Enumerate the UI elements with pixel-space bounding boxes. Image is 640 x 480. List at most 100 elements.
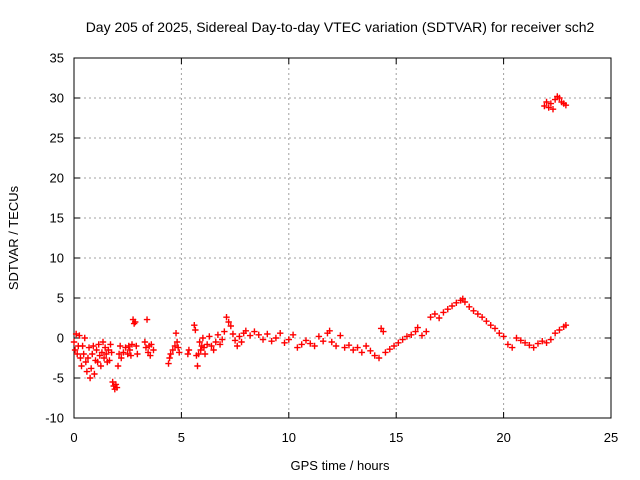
data-point bbox=[513, 334, 520, 342]
data-point bbox=[114, 362, 122, 370]
data-point bbox=[142, 344, 150, 351]
data-point bbox=[547, 336, 555, 343]
data-point bbox=[350, 346, 357, 354]
data-point bbox=[382, 349, 389, 356]
data-point bbox=[251, 328, 258, 335]
data-point bbox=[199, 334, 207, 342]
data-point bbox=[478, 314, 486, 321]
data-point bbox=[82, 358, 90, 366]
data-point bbox=[414, 324, 421, 331]
data-point bbox=[108, 349, 115, 356]
data-point bbox=[172, 330, 180, 337]
data-point bbox=[326, 327, 333, 334]
data-point bbox=[328, 338, 335, 346]
data-point bbox=[466, 303, 473, 310]
data-point bbox=[272, 334, 280, 342]
data-point bbox=[289, 331, 297, 338]
data-point bbox=[541, 102, 548, 110]
data-point bbox=[268, 338, 275, 345]
data-point bbox=[517, 337, 524, 344]
data-point bbox=[332, 342, 340, 350]
x-tick-label: 10 bbox=[282, 430, 296, 445]
data-point bbox=[200, 344, 208, 351]
data-point bbox=[208, 342, 215, 350]
data-point bbox=[113, 384, 121, 391]
data-point bbox=[403, 333, 411, 340]
data-point bbox=[225, 318, 232, 326]
data-point bbox=[128, 341, 136, 348]
data-point bbox=[319, 338, 327, 345]
data-point bbox=[418, 332, 426, 339]
data-point bbox=[246, 332, 254, 339]
data-point bbox=[126, 346, 134, 354]
data-point bbox=[367, 347, 374, 354]
data-point bbox=[545, 104, 552, 111]
data-point bbox=[461, 298, 469, 306]
data-point bbox=[133, 342, 140, 350]
data-point bbox=[408, 331, 415, 338]
data-point bbox=[109, 378, 116, 386]
data-point bbox=[337, 332, 344, 339]
data-point bbox=[219, 336, 226, 343]
data-point bbox=[214, 331, 222, 338]
data-point bbox=[223, 314, 230, 321]
data-point bbox=[543, 339, 550, 346]
data-point bbox=[500, 333, 507, 340]
data-point bbox=[72, 330, 80, 338]
data-point bbox=[526, 342, 533, 349]
data-point bbox=[453, 299, 460, 306]
data-point bbox=[231, 337, 239, 344]
plot-frame bbox=[73, 57, 612, 419]
data-point bbox=[229, 330, 237, 338]
y-tick-label: 15 bbox=[50, 211, 64, 226]
data-point bbox=[76, 332, 83, 339]
data-point bbox=[206, 333, 213, 340]
data-point bbox=[127, 352, 135, 359]
data-point bbox=[99, 338, 107, 346]
data-point bbox=[362, 342, 370, 350]
x-tick-label: 15 bbox=[389, 430, 403, 445]
data-point bbox=[124, 350, 131, 358]
data-point bbox=[125, 342, 132, 350]
data-point bbox=[496, 330, 503, 337]
data-point bbox=[141, 338, 149, 346]
data-point bbox=[307, 340, 314, 347]
data-point bbox=[551, 330, 559, 337]
data-point bbox=[521, 339, 529, 346]
data-point bbox=[298, 341, 305, 348]
data-point bbox=[491, 325, 499, 332]
axis-ticks: 0 5 10 15 20 25 -10 -5 0 5 10 15 20 25 30 35 bbox=[45, 51, 618, 446]
y-axis-label: SDTVAR / TECUs bbox=[6, 185, 21, 290]
data-point bbox=[77, 354, 84, 362]
data-point bbox=[375, 354, 383, 362]
data-point bbox=[259, 336, 267, 343]
data-point bbox=[534, 340, 542, 347]
data-point bbox=[91, 370, 98, 378]
data-point bbox=[74, 350, 81, 358]
data-point bbox=[166, 354, 173, 362]
data-point bbox=[195, 350, 202, 358]
data-point bbox=[103, 350, 110, 358]
data-point bbox=[556, 326, 563, 334]
data-point bbox=[483, 318, 490, 325]
data-point bbox=[556, 94, 563, 102]
data-point bbox=[210, 346, 217, 354]
y-tick-label: -10 bbox=[45, 411, 64, 426]
chart-title: Day 205 of 2025, Sidereal Day-to-day VTE… bbox=[86, 19, 595, 35]
data-point bbox=[311, 342, 318, 350]
data-point bbox=[354, 344, 361, 351]
data-point bbox=[431, 310, 439, 318]
data-point bbox=[345, 342, 353, 349]
y-tick-label: 20 bbox=[50, 171, 64, 186]
data-point bbox=[549, 106, 557, 113]
data-point bbox=[281, 339, 288, 346]
data-point bbox=[294, 344, 301, 351]
data-point bbox=[508, 344, 516, 351]
data-point bbox=[380, 328, 387, 335]
data-point bbox=[112, 381, 120, 388]
data-point bbox=[194, 362, 201, 370]
data-point bbox=[197, 346, 204, 354]
data-point bbox=[530, 344, 537, 351]
data-point bbox=[87, 365, 95, 372]
data-point bbox=[448, 302, 456, 310]
